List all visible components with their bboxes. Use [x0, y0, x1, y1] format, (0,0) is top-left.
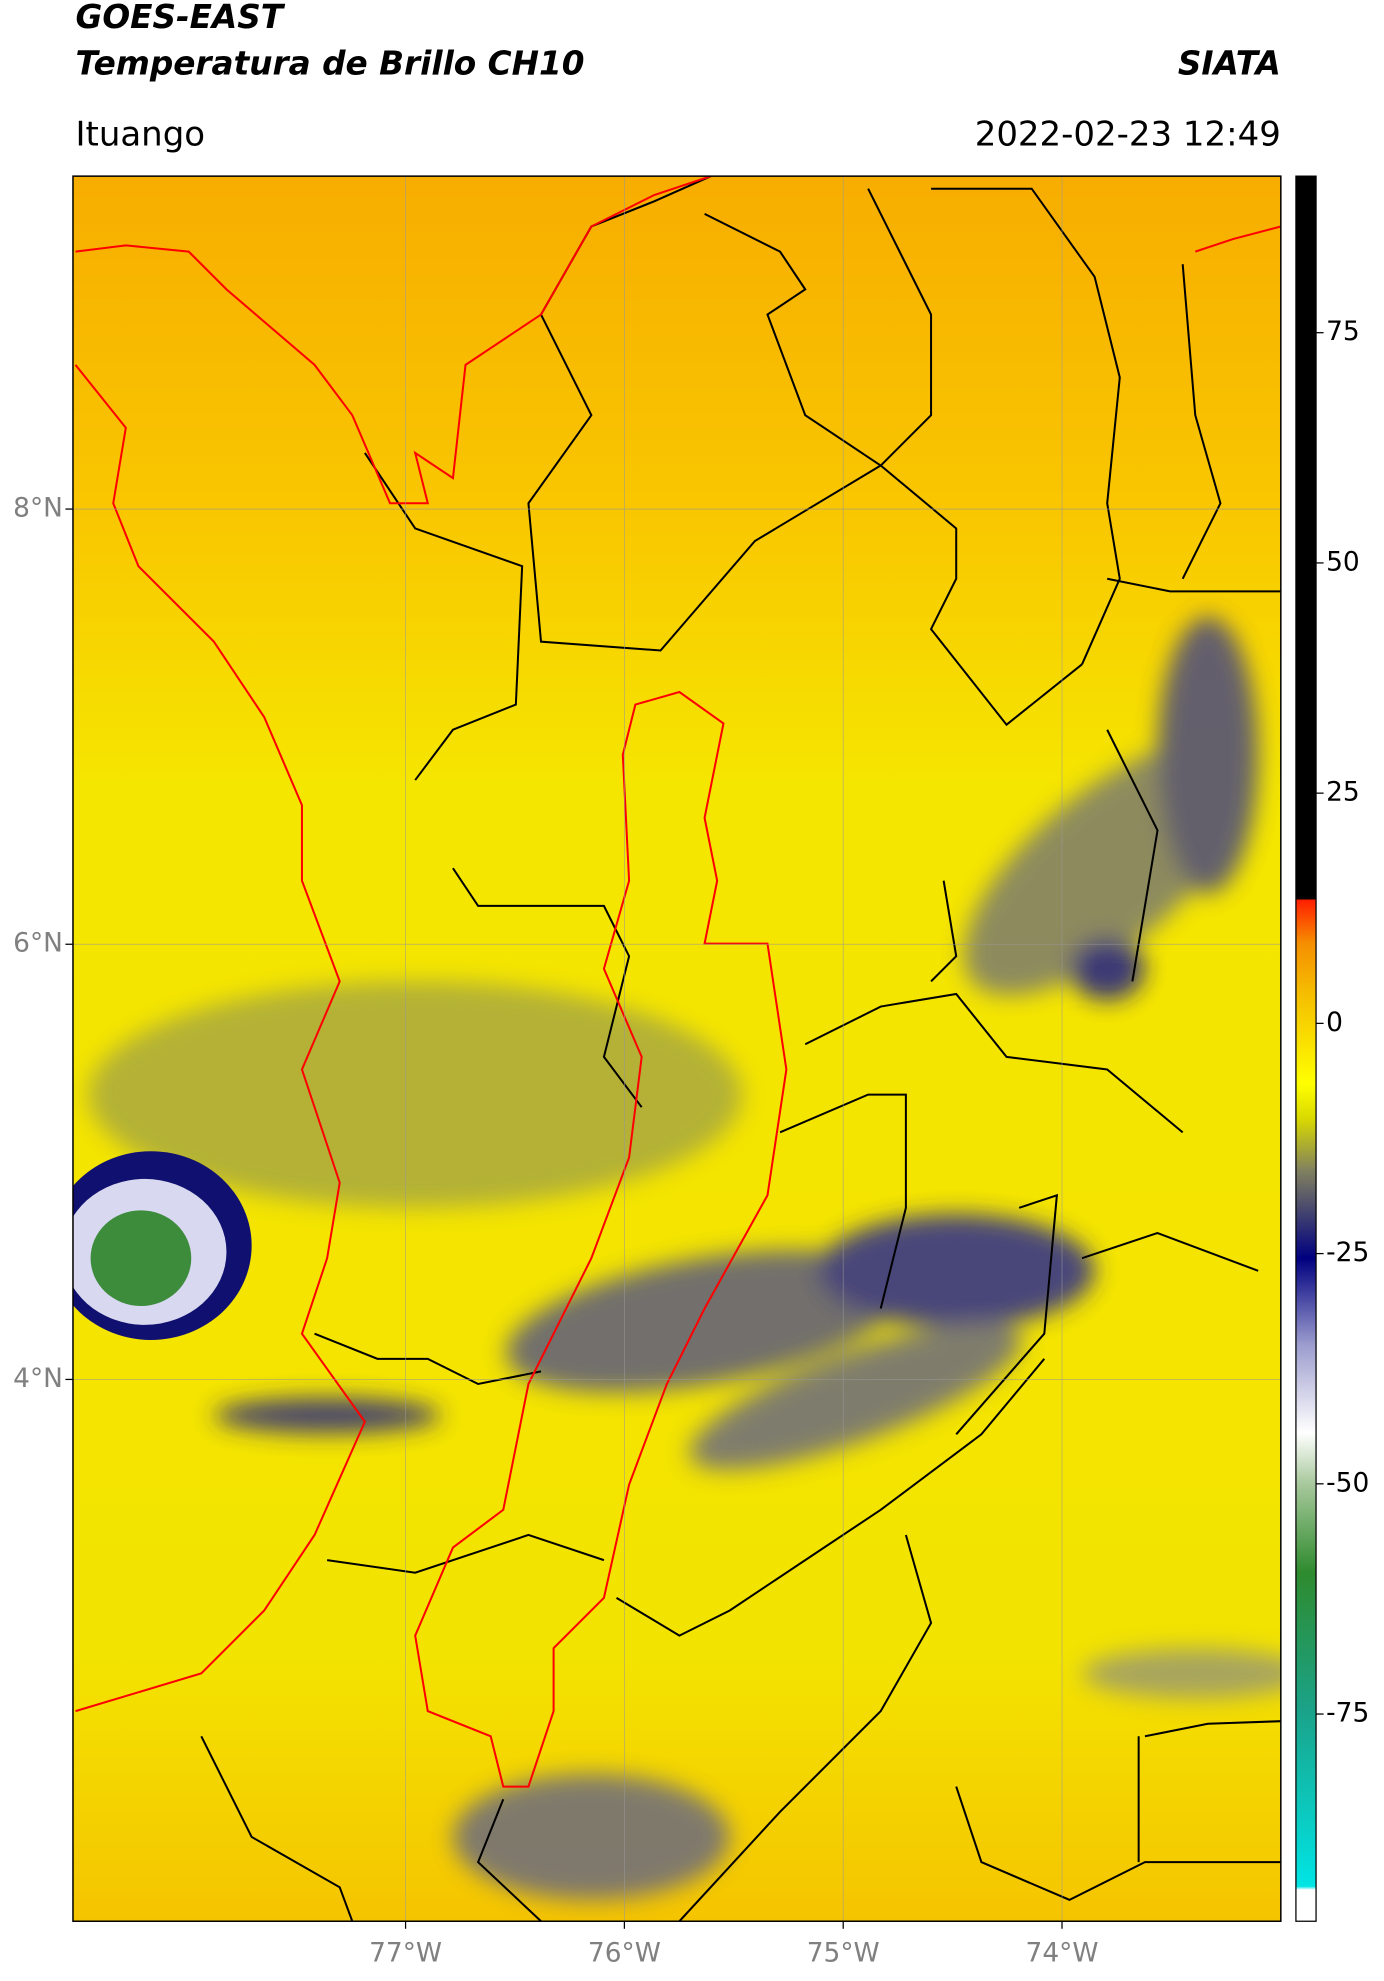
map-image [72, 176, 1281, 1922]
colorbar-tick-label: 25 [1326, 777, 1360, 808]
y-tick-label: 4°N [13, 1363, 63, 1394]
x-tick-label: 76°W [588, 1937, 661, 1968]
x-tick-label: 75°W [807, 1937, 880, 1968]
location: Ituango [75, 114, 205, 154]
colorbar-tick-label: 50 [1326, 546, 1360, 577]
title: GOES-EAST [75, 0, 285, 36]
x-tick-label: 77°W [369, 1937, 442, 1968]
colorbar-tick-label: 75 [1326, 316, 1360, 347]
datetime: 2022-02-23 12:49 [975, 114, 1281, 154]
header: GOES-EAST Temperatura de Brillo CH10 SIA… [75, 0, 1280, 154]
colorbar-tick-label: -75 [1326, 1698, 1369, 1729]
colorbar [1295, 175, 1317, 1922]
brand: SIATA [1178, 44, 1281, 82]
colorbar-tick-label: -25 [1326, 1237, 1369, 1268]
x-tick-label: 74°W [1026, 1937, 1099, 1968]
y-tick-label: 6°N [13, 928, 63, 959]
subtitle: Temperatura de Brillo CH10 [75, 44, 584, 82]
y-tick-label: 8°N [13, 493, 63, 524]
grid [72, 176, 1281, 1922]
colorbar-tick-label: -50 [1326, 1467, 1369, 1498]
colorbar-tick-label: 0 [1326, 1007, 1343, 1038]
map-frame [72, 175, 1282, 1922]
